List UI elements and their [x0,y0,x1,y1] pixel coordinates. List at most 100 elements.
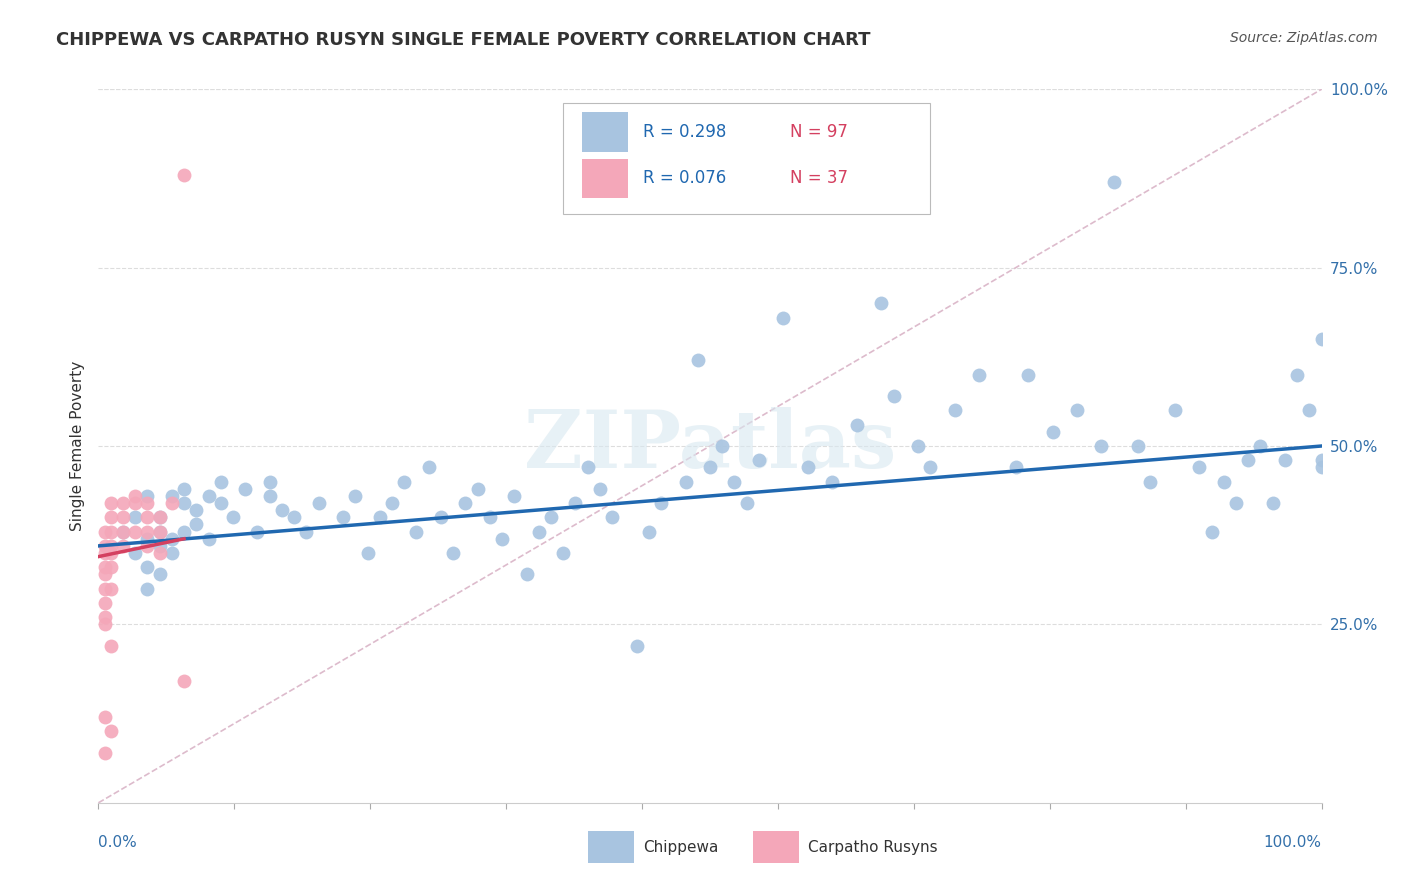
Point [295,524,318,539]
Point [124,546,146,560]
Point [93,617,115,632]
Point [467,482,489,496]
Point [1188,460,1211,475]
Point [675,475,697,489]
Point [100,546,122,560]
Point [111,524,134,539]
Point [430,510,453,524]
Text: CHIPPEWA VS CARPATHO RUSYN SINGLE FEMALE POVERTY CORRELATION CHART: CHIPPEWA VS CARPATHO RUSYN SINGLE FEMALE… [56,31,870,49]
Point [589,482,612,496]
Point [637,524,661,539]
Point [100,539,122,553]
Point [907,439,929,453]
Point [1237,453,1260,467]
Point [222,510,245,524]
Point [1274,453,1296,467]
Point [136,496,159,510]
Point [111,524,134,539]
Point [1128,439,1150,453]
Point [797,460,820,475]
Point [100,560,122,574]
Point [1139,475,1161,489]
Text: 100.0%: 100.0% [1264,835,1322,850]
Point [100,510,122,524]
Point [100,639,122,653]
Point [1066,403,1088,417]
Point [392,475,416,489]
Point [149,524,172,539]
Point [1212,475,1234,489]
Point [100,496,122,510]
Point [149,539,172,553]
Text: R = 0.298: R = 0.298 [643,123,725,141]
Point [1042,425,1064,439]
Point [772,310,794,325]
Point [186,503,208,517]
Point [1249,439,1271,453]
Point [124,510,146,524]
Point [233,482,256,496]
Point [173,524,195,539]
Point [93,746,115,760]
Point [186,517,208,532]
Point [1310,460,1333,475]
Point [1164,403,1187,417]
Point [136,524,159,539]
Point [93,560,115,574]
Point [124,496,146,510]
Point [1225,496,1247,510]
Point [136,582,159,596]
Text: N = 37: N = 37 [790,169,848,187]
Point [650,496,672,510]
Text: Carpatho Rusyns: Carpatho Rusyns [808,840,938,855]
Point [209,475,232,489]
FancyBboxPatch shape [582,159,628,198]
Point [418,460,440,475]
Point [124,524,146,539]
Point [111,496,134,510]
Point [111,510,134,524]
Point [93,610,115,624]
Point [124,489,146,503]
Point [160,496,183,510]
Point [870,296,893,310]
Point [160,489,183,503]
Point [527,524,550,539]
Point [1201,524,1223,539]
Point [93,582,115,596]
Point [270,503,294,517]
Point [503,489,526,503]
FancyBboxPatch shape [588,831,634,863]
Point [626,639,648,653]
Text: ZIPatlas: ZIPatlas [524,407,896,485]
Point [149,567,172,582]
Point [381,496,404,510]
Point [308,496,330,510]
Point [405,524,427,539]
Point [136,539,159,553]
Point [1310,332,1333,346]
Point [259,489,281,503]
Point [111,539,134,553]
Point [735,496,758,510]
Point [100,582,122,596]
Point [943,403,966,417]
Point [845,417,868,432]
Text: Source: ZipAtlas.com: Source: ZipAtlas.com [1230,31,1378,45]
Point [1261,496,1284,510]
Point [576,460,599,475]
Point [1298,403,1320,417]
Point [515,567,537,582]
Text: Chippewa: Chippewa [643,840,718,855]
Point [246,524,269,539]
Point [540,510,562,524]
Point [564,496,586,510]
FancyBboxPatch shape [752,831,800,863]
Point [149,546,172,560]
Point [160,532,183,546]
FancyBboxPatch shape [582,112,628,152]
Point [1017,368,1039,382]
Point [441,546,464,560]
Point [100,724,122,739]
Point [136,510,159,524]
